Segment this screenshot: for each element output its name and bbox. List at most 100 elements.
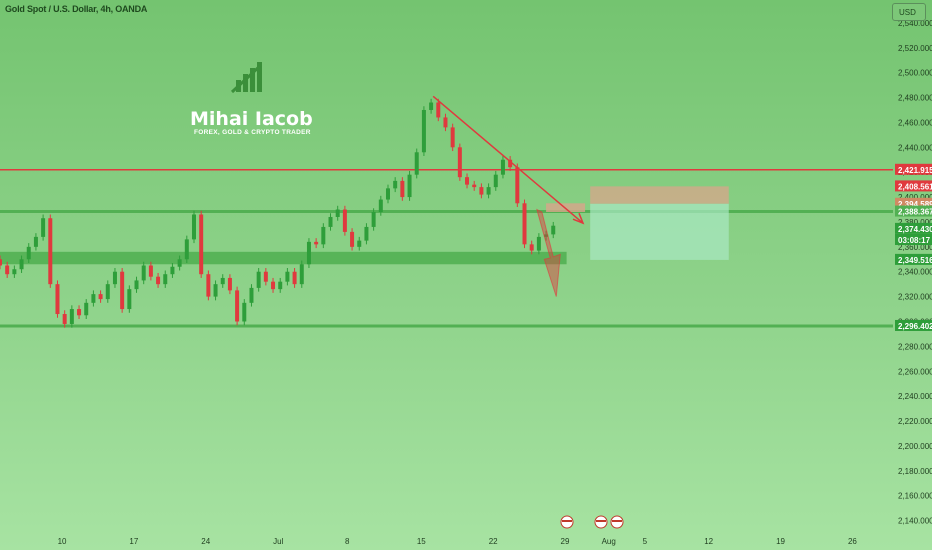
y-tick-label: 2,460.000 [898, 118, 932, 127]
candle-body [33, 236, 38, 247]
candle-body [263, 271, 268, 282]
y-tick-label: 2,260.000 [898, 367, 932, 376]
brand-logo [230, 62, 262, 94]
price-tag-label: 03:08:17 [898, 236, 931, 245]
candle-body [84, 302, 89, 316]
candle-body [508, 159, 513, 168]
candle-body [163, 274, 168, 285]
candle-body [465, 177, 470, 185]
y-tick-label: 2,240.000 [898, 392, 932, 401]
x-tick-label: 29 [561, 537, 570, 546]
candle-body [69, 309, 74, 324]
candle-body [371, 212, 376, 227]
candle-body [120, 271, 125, 310]
candle-body [77, 309, 82, 316]
x-tick-label: 19 [776, 537, 785, 546]
candle-body [364, 226, 369, 241]
candle-body [98, 294, 103, 300]
candle-body [457, 147, 462, 178]
candle-body [19, 259, 24, 270]
y-axis: 2,140.000 2,160.000 2,180.000 2,200.000 2,22… [898, 19, 932, 526]
candle-body [206, 274, 211, 297]
candle-body [544, 234, 549, 237]
price-tag-label: 2,388.367 [898, 208, 932, 217]
x-tick-label: 8 [345, 537, 350, 546]
candle-body [148, 265, 153, 277]
price-tag [895, 180, 932, 192]
x-tick-label: 26 [848, 537, 857, 546]
candle-body [350, 231, 355, 247]
candle-body [292, 271, 297, 285]
candles-layer [0, 98, 556, 328]
candle-body [486, 187, 491, 195]
candle-body [220, 277, 225, 285]
down-arrow-icon [536, 208, 561, 297]
x-tick-label: 24 [201, 537, 210, 546]
candle-body [91, 294, 96, 303]
candle-body [328, 216, 333, 227]
candle-body [378, 199, 383, 212]
y-tick-label: 2,500.000 [898, 69, 932, 78]
candle-body [5, 265, 10, 275]
candle-body [199, 214, 204, 275]
candle-body [321, 226, 326, 245]
candle-body [407, 174, 412, 198]
candle-body [306, 241, 311, 265]
zones-layer [0, 186, 729, 265]
y-tick-label: 2,280.000 [898, 342, 932, 351]
candle-body [285, 271, 290, 282]
price-tag [895, 319, 932, 331]
candle-body [400, 180, 405, 198]
candle-body [112, 271, 117, 285]
x-tick-label: 10 [58, 537, 67, 546]
support-zone [0, 251, 567, 265]
candle-body [278, 281, 283, 290]
candle-body [529, 244, 534, 251]
price-tag-label: 2,296.402 [898, 322, 932, 331]
trendline-arrowhead-icon [572, 212, 585, 225]
target-box [590, 203, 729, 260]
brand-name: Mihai Iacob [190, 108, 313, 130]
price-tag [895, 253, 932, 265]
candle-body [170, 266, 175, 275]
candle-body [249, 287, 254, 303]
y-tick-label: 2,140.000 [898, 517, 932, 526]
candle-body [235, 290, 240, 322]
y-tick-label: 2,160.000 [898, 492, 932, 501]
candle-body [48, 218, 53, 285]
candle-body [385, 188, 390, 200]
x-tick-label: 17 [129, 537, 138, 546]
price-tag-label: 2,421.915 [898, 166, 932, 175]
candle-body [536, 236, 541, 251]
price-tag-label: 2,394.589 [898, 200, 932, 209]
y-tick-label: 2,340.000 [898, 268, 932, 277]
levels-layer [0, 169, 893, 328]
x-tick-label: 22 [489, 537, 498, 546]
candle-body [357, 240, 362, 247]
x-tick-label: Jul [273, 537, 283, 546]
price-tag [895, 197, 932, 209]
price-tag [895, 163, 932, 175]
candle-body [0, 259, 2, 266]
candle-body [184, 239, 189, 260]
candle-body [62, 314, 67, 324]
price-tag [895, 222, 932, 234]
currency-button[interactable]: USD [892, 3, 926, 21]
y-tick-label: 2,520.000 [898, 44, 932, 53]
price-tag-label: 2,408.561 [898, 182, 932, 191]
candle-body [551, 225, 556, 235]
y-tick-label: 2,540.000 [898, 19, 932, 28]
brand-tagline: FOREX, GOLD & CRYPTO TRADER [194, 129, 311, 136]
candle-body [191, 214, 196, 240]
annotations-layer [432, 95, 585, 297]
x-tick-label: 5 [643, 537, 648, 546]
candle-body [342, 209, 347, 232]
candle-body [515, 167, 520, 204]
candle-body [450, 127, 455, 148]
candle-body [299, 264, 304, 285]
candle-body [105, 284, 110, 300]
event-flag-icons[interactable] [560, 515, 624, 529]
x-tick-label: Aug [602, 537, 616, 546]
candle-body [436, 102, 441, 118]
